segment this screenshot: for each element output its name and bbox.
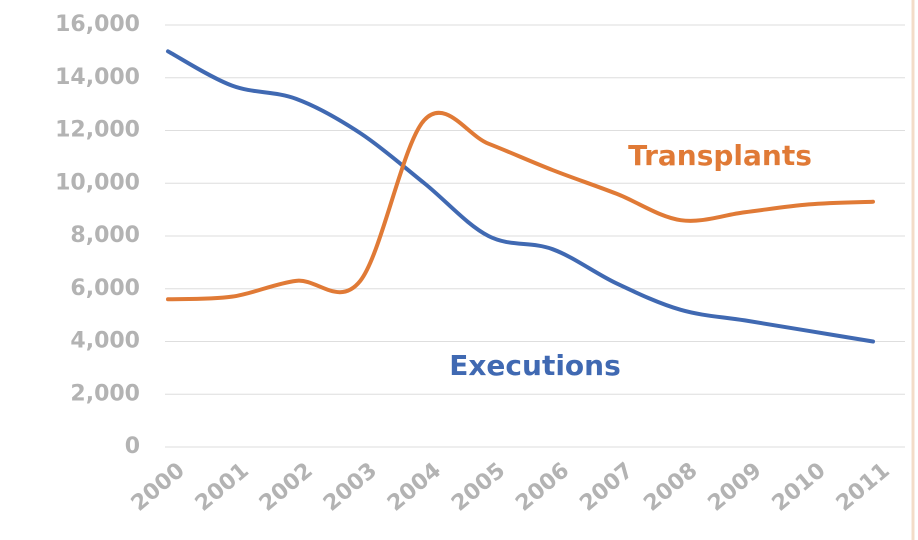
y-tick-label: 0 [125,434,140,459]
x-tick-label: 2010 [768,458,831,517]
x-tick-label: 2004 [383,458,446,517]
y-tick-label: 14,000 [55,65,140,90]
y-tick-label: 16,000 [55,12,140,37]
x-tick-label: 2007 [575,458,638,517]
y-tick-label: 10,000 [55,170,140,195]
x-tick-label: 2009 [704,458,767,517]
x-tick-label: 2011 [832,458,895,517]
series-line [166,110,875,302]
y-tick-label: 2,000 [70,381,140,406]
x-tick-label: 2000 [127,458,190,517]
x-tick-label: 2005 [447,458,510,517]
y-tick-label: 6,000 [70,276,140,301]
x-tick-label: 2006 [511,458,574,517]
y-tick-label: 8,000 [70,223,140,248]
x-tick-label: 2003 [319,458,382,517]
y-tick-label: 12,000 [55,118,140,143]
x-tick-label: 2008 [639,458,702,517]
y-tick-label: 4,000 [70,329,140,354]
series-label: Executions [449,349,621,382]
series-line [166,49,875,344]
series-label: Transplants [628,139,812,172]
x-tick-label: 2002 [255,458,318,517]
x-tick-label: 2001 [191,458,254,517]
